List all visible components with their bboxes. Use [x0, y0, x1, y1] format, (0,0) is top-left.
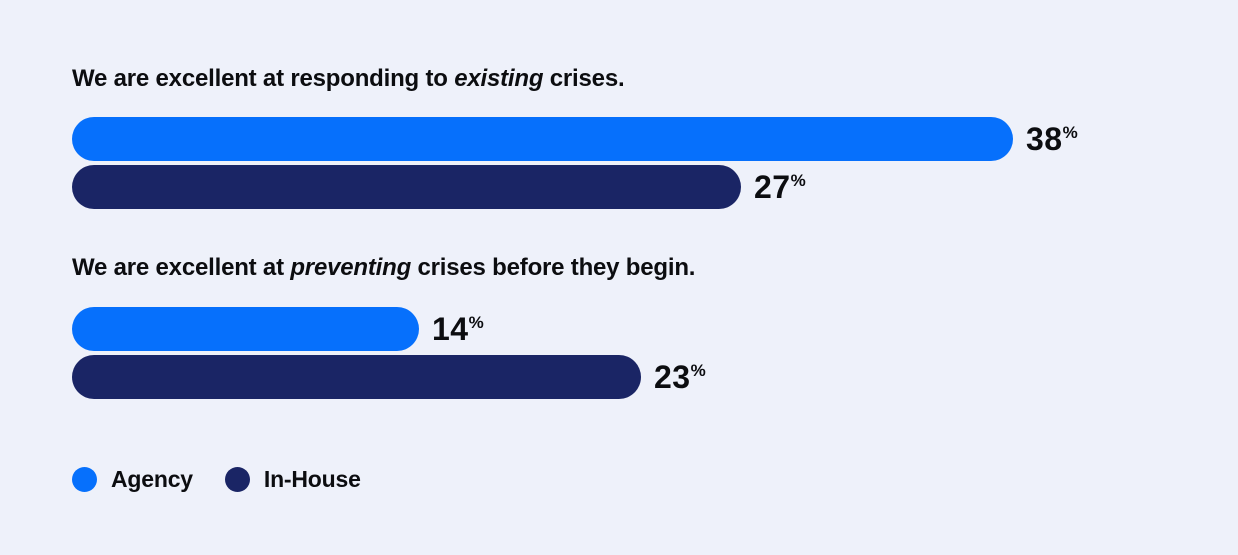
percent-sign: %	[790, 171, 806, 190]
value-label-agency-existing: 38 %	[1026, 123, 1078, 155]
bar-agency-existing	[72, 117, 1013, 161]
legend: Agency In-House	[72, 466, 361, 493]
bar-row-agency-existing: 38 %	[72, 117, 1078, 161]
value-label-agency-preventing: 14 %	[432, 313, 484, 345]
value-label-inhouse-preventing: 23 %	[654, 361, 706, 393]
value-number: 27	[754, 169, 791, 205]
percent-sign: %	[468, 313, 484, 332]
question-text-italic: existing	[454, 65, 544, 92]
value-number: 14	[432, 311, 469, 347]
bar-agency-preventing	[72, 307, 419, 351]
question-existing-crises: We are excellent at responding to existi…	[72, 65, 625, 94]
bar-row-inhouse-preventing: 23 %	[72, 355, 706, 399]
agency-swatch-icon	[72, 467, 97, 492]
legend-label-inhouse: In-House	[263, 466, 361, 492]
percent-sign: %	[1062, 123, 1078, 142]
question-text-prefix: We are excellent at	[72, 254, 291, 281]
inhouse-swatch-icon	[224, 467, 250, 492]
bar-row-agency-preventing: 14 %	[72, 307, 484, 351]
question-text-suffix: crises before they begin.	[411, 254, 696, 281]
question-text-prefix: We are excellent at responding to	[72, 65, 455, 92]
legend-item-agency: Agency	[72, 466, 193, 493]
question-text-suffix: crises.	[543, 65, 625, 92]
question-preventing-crises: We are excellent at preventing crises be…	[72, 254, 695, 283]
value-label-inhouse-existing: 27 %	[754, 171, 806, 203]
bar-inhouse-existing	[72, 165, 741, 209]
legend-label-agency: Agency	[111, 466, 193, 492]
value-number: 23	[654, 359, 691, 395]
bar-row-inhouse-existing: 27 %	[72, 165, 806, 209]
percent-sign: %	[690, 361, 706, 380]
question-text-italic: preventing	[290, 254, 412, 281]
bar-inhouse-preventing	[72, 355, 641, 399]
value-number: 38	[1026, 121, 1063, 157]
legend-item-inhouse: In-House	[224, 466, 361, 493]
